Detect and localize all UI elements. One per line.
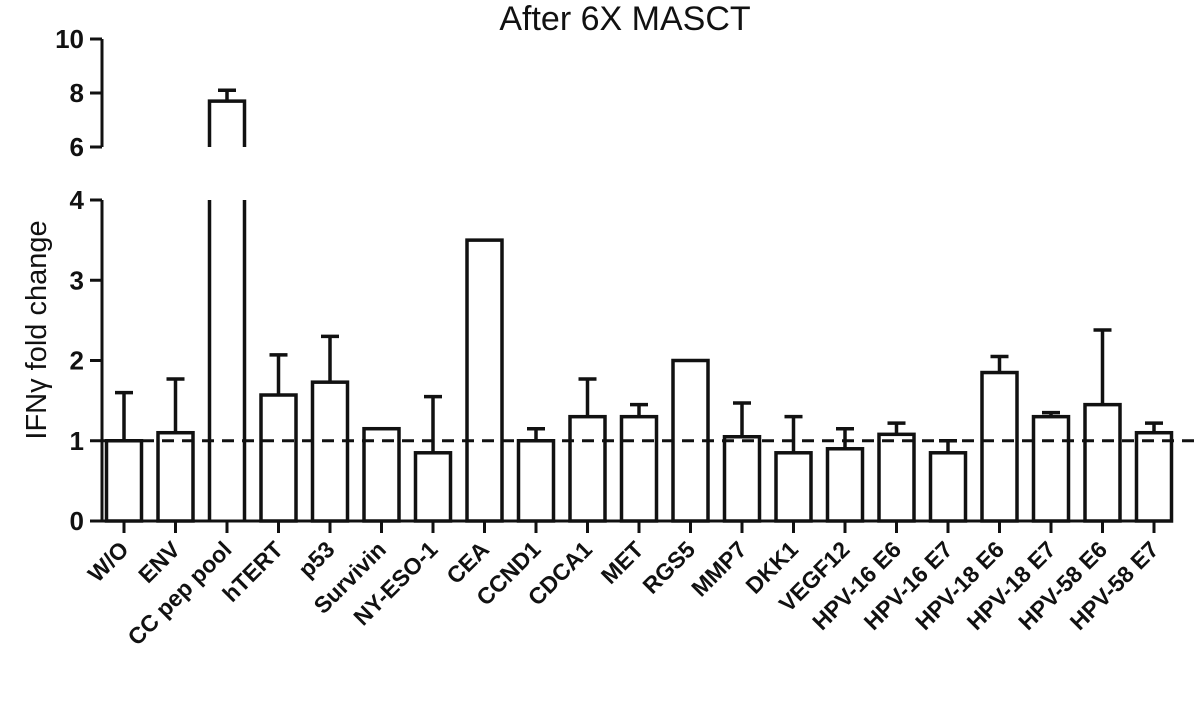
bar — [104, 439, 144, 523]
bar — [259, 393, 298, 523]
y-tick-label: 6 — [70, 132, 84, 162]
bar — [465, 238, 504, 523]
bar — [568, 414, 607, 523]
chart-title: After 6X MASCT — [499, 0, 750, 38]
error-bar — [1042, 410, 1060, 417]
bar — [774, 451, 813, 523]
error-bar — [269, 353, 288, 396]
error-bar — [578, 377, 597, 417]
y-tick-label: 2 — [70, 346, 84, 376]
error-bar — [321, 334, 339, 383]
error-bar — [527, 426, 545, 441]
bar — [980, 370, 1019, 523]
x-tick-label: W/O — [83, 536, 134, 587]
bar — [207, 99, 247, 521]
error-bar — [784, 414, 803, 453]
bar — [310, 380, 350, 523]
bar — [825, 447, 865, 523]
bar — [928, 451, 968, 523]
y-tick-label: 10 — [55, 24, 84, 54]
bar — [1083, 402, 1122, 523]
error-bars-group — [115, 88, 1163, 453]
error-bar — [887, 421, 906, 435]
x-tick-label: RGS5 — [637, 536, 700, 599]
bar — [516, 439, 556, 523]
error-bar — [733, 401, 751, 437]
error-bar — [115, 390, 133, 441]
y-tick-label: 3 — [70, 265, 84, 295]
bar — [413, 451, 453, 523]
error-bar — [424, 394, 442, 453]
error-bar — [630, 402, 648, 417]
y-ticks-group: 0 1 2 3 4 6 8 10 — [55, 24, 102, 536]
error-bar — [166, 377, 185, 433]
y-axis-label: IFNγ fold change — [21, 220, 53, 439]
error-bar — [939, 439, 957, 453]
bar — [1134, 430, 1174, 523]
y-tick-label: 0 — [70, 506, 84, 536]
error-bar — [836, 426, 854, 449]
bar — [156, 430, 195, 523]
bars-group — [104, 99, 1174, 523]
bar — [722, 434, 762, 523]
x-tick-label: MMP7 — [686, 536, 751, 601]
bar — [877, 432, 916, 523]
bar — [1031, 414, 1071, 523]
y-tick-label: 1 — [70, 426, 84, 456]
y-tick-label: 4 — [70, 185, 85, 215]
bar — [619, 414, 659, 523]
error-bar — [1145, 421, 1163, 433]
error-bar — [990, 354, 1009, 373]
y-tick-label: 8 — [70, 78, 84, 108]
error-bar — [1093, 328, 1112, 405]
error-bar — [218, 88, 236, 102]
bar — [362, 426, 401, 523]
